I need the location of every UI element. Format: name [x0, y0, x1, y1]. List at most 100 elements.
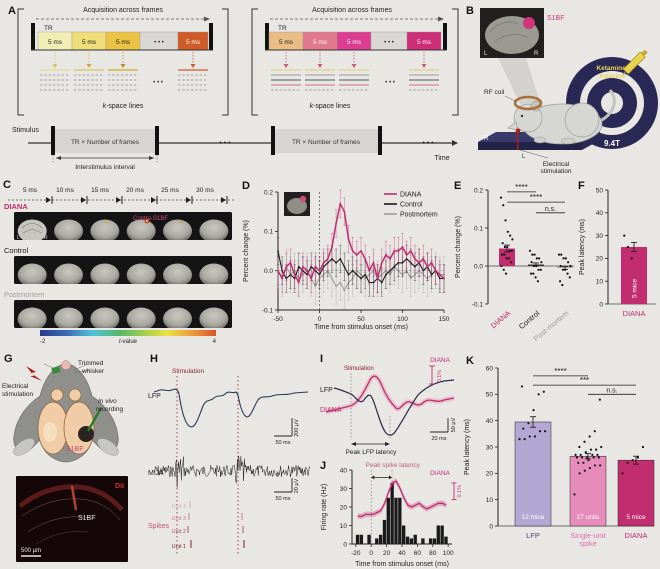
data-point — [561, 268, 565, 271]
svg-text:TR × Number of frames: TR × Number of frames — [71, 139, 140, 146]
lightning-icon — [26, 366, 42, 381]
data-point — [504, 272, 508, 275]
data-point — [588, 466, 591, 470]
panel-j-label: J — [320, 460, 326, 472]
rf-pulse — [209, 23, 213, 50]
data-point — [527, 422, 530, 425]
data-point — [539, 268, 542, 271]
bracket — [251, 8, 258, 116]
svg-text:15 ms: 15 ms — [91, 187, 109, 194]
svg-text:0.1: 0.1 — [474, 225, 483, 232]
tr-frames-block — [55, 129, 155, 153]
stim-tick — [378, 126, 382, 155]
tr-frames-block — [275, 129, 378, 153]
time-scalebar — [430, 418, 449, 433]
mouse-schematic — [13, 360, 119, 463]
panel-i-label: I — [320, 353, 323, 365]
data-point — [578, 472, 581, 475]
rf-pulse — [443, 23, 447, 50]
svg-text:30 ms: 30 ms — [196, 187, 214, 194]
data-point — [538, 257, 541, 260]
electrical-stim-label: Electrical — [543, 161, 570, 168]
svg-text:50 ms: 50 ms — [276, 496, 291, 502]
colorbar-label: t-value — [119, 339, 138, 345]
data-point — [532, 409, 535, 412]
data-point — [500, 264, 503, 268]
cat-label: Control — [517, 308, 542, 331]
svg-text:stimulation: stimulation — [2, 391, 33, 398]
data-point — [562, 257, 565, 260]
data-point — [535, 257, 538, 260]
data-point — [597, 456, 600, 459]
data-point — [626, 461, 629, 464]
bar-n-label: 27 units — [577, 514, 601, 521]
colorbar — [40, 330, 216, 336]
row-label-control: Control — [4, 246, 29, 255]
svg-text:TR × Number of frames: TR × Number of frames — [292, 139, 361, 146]
data-point — [599, 464, 602, 467]
data-point — [588, 435, 591, 438]
data-point — [573, 493, 576, 496]
data-point — [636, 456, 639, 459]
svg-text:60: 60 — [486, 365, 494, 372]
panel-d-label: D — [242, 180, 250, 192]
series-DIANA — [276, 189, 446, 297]
kspace-right — [271, 52, 439, 91]
svg-text:40: 40 — [398, 550, 406, 557]
svg-text:-50: -50 — [273, 316, 283, 323]
bar-DIANA: 5 mice — [617, 445, 655, 527]
svg-text:0.1%: 0.1% — [437, 370, 443, 383]
data-point — [502, 204, 505, 207]
nose — [61, 360, 71, 370]
dii-label: DiI — [115, 483, 124, 490]
spikes-label: Spikes — [148, 523, 170, 530]
data-point — [535, 264, 538, 268]
panel-b-label: B — [466, 5, 474, 17]
time-arrows — [46, 196, 228, 204]
svg-text:40: 40 — [486, 418, 494, 425]
svg-text:0.1: 0.1 — [264, 229, 273, 236]
row-label-diana: DIANA — [4, 202, 28, 211]
data-point — [582, 461, 585, 464]
svg-text:50 ms: 50 ms — [276, 440, 291, 446]
svg-text:5 ms: 5 ms — [23, 187, 38, 194]
s1bf-label: S1BF — [66, 446, 84, 453]
svg-text:0: 0 — [318, 316, 322, 323]
sig-label: n.s. — [545, 206, 556, 213]
data-point — [506, 245, 509, 249]
data-point — [509, 234, 512, 237]
s1bf-highlight — [523, 17, 535, 29]
brain-strip — [14, 300, 232, 328]
panel-label-K: K — [466, 355, 474, 367]
acq-title-right: Acquisition across frames — [312, 7, 392, 14]
histogram-bars — [355, 482, 448, 544]
lfp-scalebar — [274, 418, 293, 437]
svg-text:Unit 3: Unit 3 — [172, 516, 186, 522]
panel-label-F: F — [578, 180, 585, 192]
svg-text:recording: recording — [96, 406, 123, 413]
data-point — [508, 249, 511, 252]
data-point — [499, 196, 503, 199]
svg-text:Unit 2: Unit 2 — [172, 529, 186, 535]
svg-text:Unit 4: Unit 4 — [172, 504, 186, 510]
data-point — [598, 398, 601, 401]
stimulation-label: Stimulation — [172, 368, 205, 375]
data-point — [538, 430, 542, 433]
mua-label: MUA — [148, 470, 164, 477]
svg-text:5 ms: 5 ms — [82, 39, 97, 46]
data-point — [631, 459, 634, 462]
data-point — [510, 249, 513, 252]
data-point — [503, 245, 507, 249]
svg-text:stimulation: stimulation — [540, 168, 571, 175]
svg-text:L: L — [17, 235, 20, 241]
svg-text:10: 10 — [340, 523, 348, 530]
data-point — [600, 445, 603, 449]
svg-text:5 ms: 5 ms — [116, 39, 131, 46]
craniotomy-site — [78, 426, 94, 442]
data-point — [586, 456, 589, 459]
brain-image-strips — [14, 212, 232, 328]
rf-pulse — [31, 23, 35, 50]
svg-text:Xylazine: Xylazine — [599, 73, 625, 80]
data-point — [579, 453, 582, 456]
svg-text:60: 60 — [414, 550, 422, 557]
